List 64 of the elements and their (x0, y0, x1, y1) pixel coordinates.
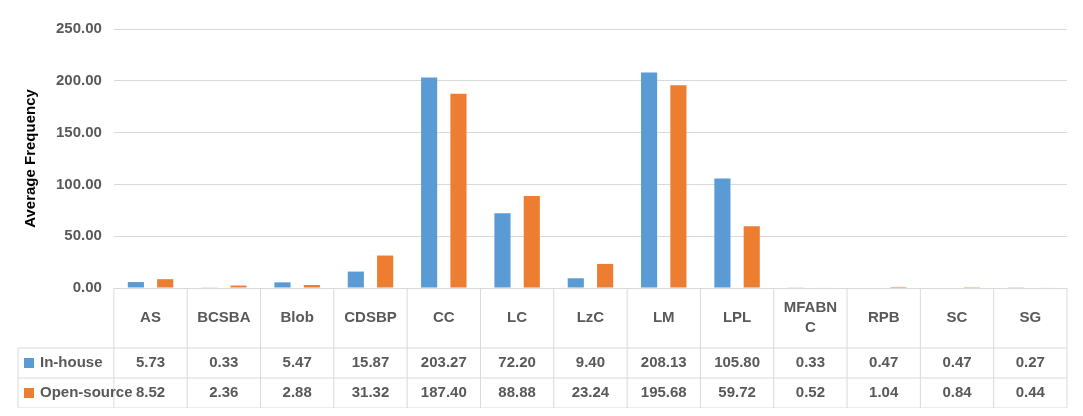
x-tick-label: MFABNC (783, 298, 838, 336)
data-label: 0.52 (795, 383, 825, 401)
data-label: 1.04 (869, 383, 899, 401)
data-label: 31.32 (351, 383, 390, 401)
data-label: 23.24 (571, 383, 610, 401)
data-label: 0.47 (942, 353, 972, 371)
x-tick-label: LM (652, 308, 675, 326)
data-label: 59.72 (718, 383, 756, 401)
data-label: 0.47 (869, 353, 899, 371)
bar (641, 72, 658, 288)
data-label: 0.33 (209, 353, 239, 371)
data-label: 9.40 (575, 353, 606, 371)
legend-label: In-house (40, 353, 103, 371)
y-axis-title: Average Frequency (21, 88, 39, 228)
data-label: 5.73 (135, 353, 166, 371)
bar (377, 255, 394, 288)
data-label: 0.27 (1015, 353, 1045, 371)
x-tick-label: CC (432, 308, 455, 326)
bar (743, 226, 760, 288)
data-label: 203.27 (420, 353, 467, 371)
data-label: 8.52 (135, 383, 166, 401)
bar (347, 271, 364, 288)
data-label: 72.20 (498, 353, 536, 371)
data-label: 2.88 (282, 383, 312, 401)
data-label: 0.44 (1015, 383, 1046, 401)
y-tick-label: 200.00 (55, 70, 102, 88)
bar (157, 279, 174, 288)
x-tick-label: LC (507, 308, 528, 326)
data-label: 15.87 (351, 353, 390, 371)
x-tick-label: LzC (576, 308, 605, 326)
bar (450, 93, 467, 288)
x-tick-label: AS (140, 308, 161, 326)
data-label: 2.36 (209, 383, 239, 401)
bar (567, 278, 584, 288)
data-label: 88.88 (498, 383, 536, 401)
bar (303, 285, 320, 288)
y-tick-label: 100.00 (55, 174, 102, 192)
x-tick-label: RPB (867, 308, 900, 326)
bar (714, 178, 731, 288)
bar (494, 213, 511, 288)
bar (523, 195, 540, 288)
x-tick-label: SG (1019, 308, 1042, 326)
y-tick-label: 250.00 (55, 19, 102, 37)
x-tick-label: SC (946, 308, 968, 326)
bar (274, 282, 291, 288)
y-tick-label: 150.00 (55, 122, 102, 140)
y-tick-label: 0.00 (72, 278, 102, 296)
x-tick-label: Blob (280, 308, 314, 326)
x-tick-label: CDSBP (344, 308, 397, 326)
bar (597, 263, 614, 288)
data-label: 0.84 (942, 383, 973, 401)
data-label: 105.80 (714, 353, 761, 371)
bar (421, 77, 438, 288)
bar (670, 85, 687, 288)
y-tick-label: 50.00 (64, 226, 102, 244)
x-tick-label: LPL (722, 308, 752, 326)
data-label: 208.13 (640, 353, 687, 371)
bar (127, 282, 144, 288)
data-label: 0.33 (795, 353, 825, 371)
x-tick-label: BCSBA (197, 308, 251, 326)
legend-label: Open-source (40, 383, 133, 401)
data-label: 187.40 (420, 383, 467, 401)
data-label: 5.47 (282, 353, 312, 371)
data-label: 195.68 (640, 383, 687, 401)
